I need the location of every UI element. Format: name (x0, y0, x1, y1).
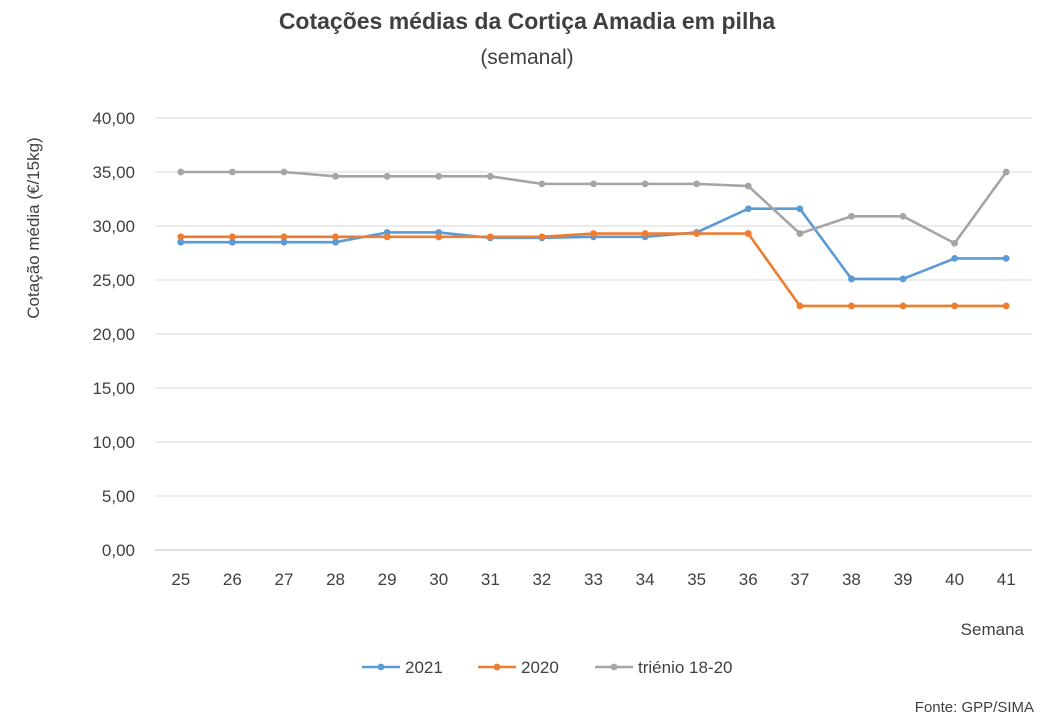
y-axis-title: Cotação média (€/15kg) (24, 137, 43, 318)
data-point (280, 233, 288, 241)
data-point (1002, 168, 1010, 176)
data-point (332, 172, 339, 180)
data-point (332, 238, 339, 246)
data-point (899, 212, 907, 220)
data-point (280, 168, 288, 176)
data-point (796, 302, 804, 310)
data-point (744, 182, 752, 190)
x-tick-label: 34 (636, 570, 655, 589)
x-tick-label: 30 (429, 570, 448, 589)
data-point (693, 180, 701, 188)
series-2020 (177, 230, 1010, 310)
data-point (693, 230, 701, 237)
data-point (796, 230, 804, 237)
data-point (383, 172, 391, 180)
data-point (848, 212, 855, 220)
data-point (590, 230, 597, 237)
data-point (796, 205, 804, 213)
y-tick-label: 5,00 (102, 487, 135, 506)
y-tick-label: 10,00 (92, 433, 135, 452)
data-point (951, 255, 959, 262)
y-tick-label: 30,00 (92, 217, 135, 236)
legend-marker (377, 663, 385, 671)
data-point (848, 302, 855, 310)
y-axis-ticks: 0,00 5,00 10,00 15,00 20,00 25,00 30,00 35,00 40… (92, 109, 135, 560)
x-tick-label: 26 (223, 570, 242, 589)
series-triénio-18-20 (177, 168, 1010, 247)
x-tick-label: 40 (945, 570, 964, 589)
x-tick-label: 28 (326, 570, 345, 589)
data-point (744, 230, 752, 237)
x-tick-label: 29 (378, 570, 397, 589)
chart-subtitle: (semanal) (480, 46, 574, 69)
data-point (899, 275, 907, 283)
x-tick-label: 39 (894, 570, 913, 589)
source-note: Fonte: GPP/SIMA (915, 699, 1034, 716)
data-point (538, 233, 546, 241)
data-point (177, 238, 185, 246)
x-tick-label: 27 (275, 570, 294, 589)
data-point (641, 230, 649, 237)
x-tick-label: 36 (739, 570, 758, 589)
x-tick-label: 33 (584, 570, 603, 589)
x-tick-label: 37 (790, 570, 809, 589)
data-point (1002, 255, 1010, 262)
legend: 2021 2020 triénio 18-20 (362, 658, 733, 677)
data-point (486, 172, 494, 180)
data-point (332, 233, 339, 241)
legend-label: 2020 (521, 658, 559, 677)
y-tick-label: 25,00 (92, 271, 135, 290)
data-point (228, 233, 236, 241)
data-point (280, 238, 288, 246)
data-point (228, 238, 236, 246)
y-tick-label: 20,00 (92, 325, 135, 344)
legend-marker (493, 663, 501, 671)
data-point (951, 302, 959, 310)
series-line (180, 207, 1007, 281)
data-point (951, 239, 959, 247)
y-tick-label: 15,00 (92, 379, 135, 398)
legend-marker (610, 663, 618, 671)
y-tick-label: 0,00 (102, 541, 135, 560)
x-tick-label: 38 (842, 570, 861, 589)
x-axis-title: Semana (961, 620, 1025, 639)
data-point (1002, 302, 1010, 310)
y-tick-label: 35,00 (92, 163, 135, 182)
data-point (744, 205, 752, 213)
data-point (228, 168, 236, 176)
x-tick-label: 31 (481, 570, 500, 589)
data-point (899, 302, 907, 310)
x-axis-ticks: 25 26 27 28 29 30 31 32 33 34 35 36 37 38 39 40 41 (171, 570, 1015, 589)
x-tick-label: 41 (997, 570, 1016, 589)
data-point (435, 172, 443, 180)
legend-label: triénio 18-20 (638, 658, 733, 677)
data-point (538, 180, 546, 188)
data-point (177, 168, 185, 176)
gridlines (155, 117, 1032, 551)
legend-label: 2021 (405, 658, 443, 677)
x-tick-label: 35 (687, 570, 706, 589)
data-point (383, 233, 391, 241)
series-lines (177, 168, 1010, 310)
data-point (641, 180, 649, 188)
x-tick-label: 32 (532, 570, 551, 589)
chart-title: Cotações médias da Cortiça Amadia em pil… (278, 8, 776, 34)
data-point (435, 233, 443, 241)
data-point (486, 233, 494, 241)
data-point (177, 233, 185, 241)
x-tick-label: 25 (171, 570, 190, 589)
data-point (590, 180, 597, 188)
series-line (180, 232, 1007, 308)
data-point (848, 275, 855, 283)
y-tick-label: 40,00 (92, 109, 135, 128)
